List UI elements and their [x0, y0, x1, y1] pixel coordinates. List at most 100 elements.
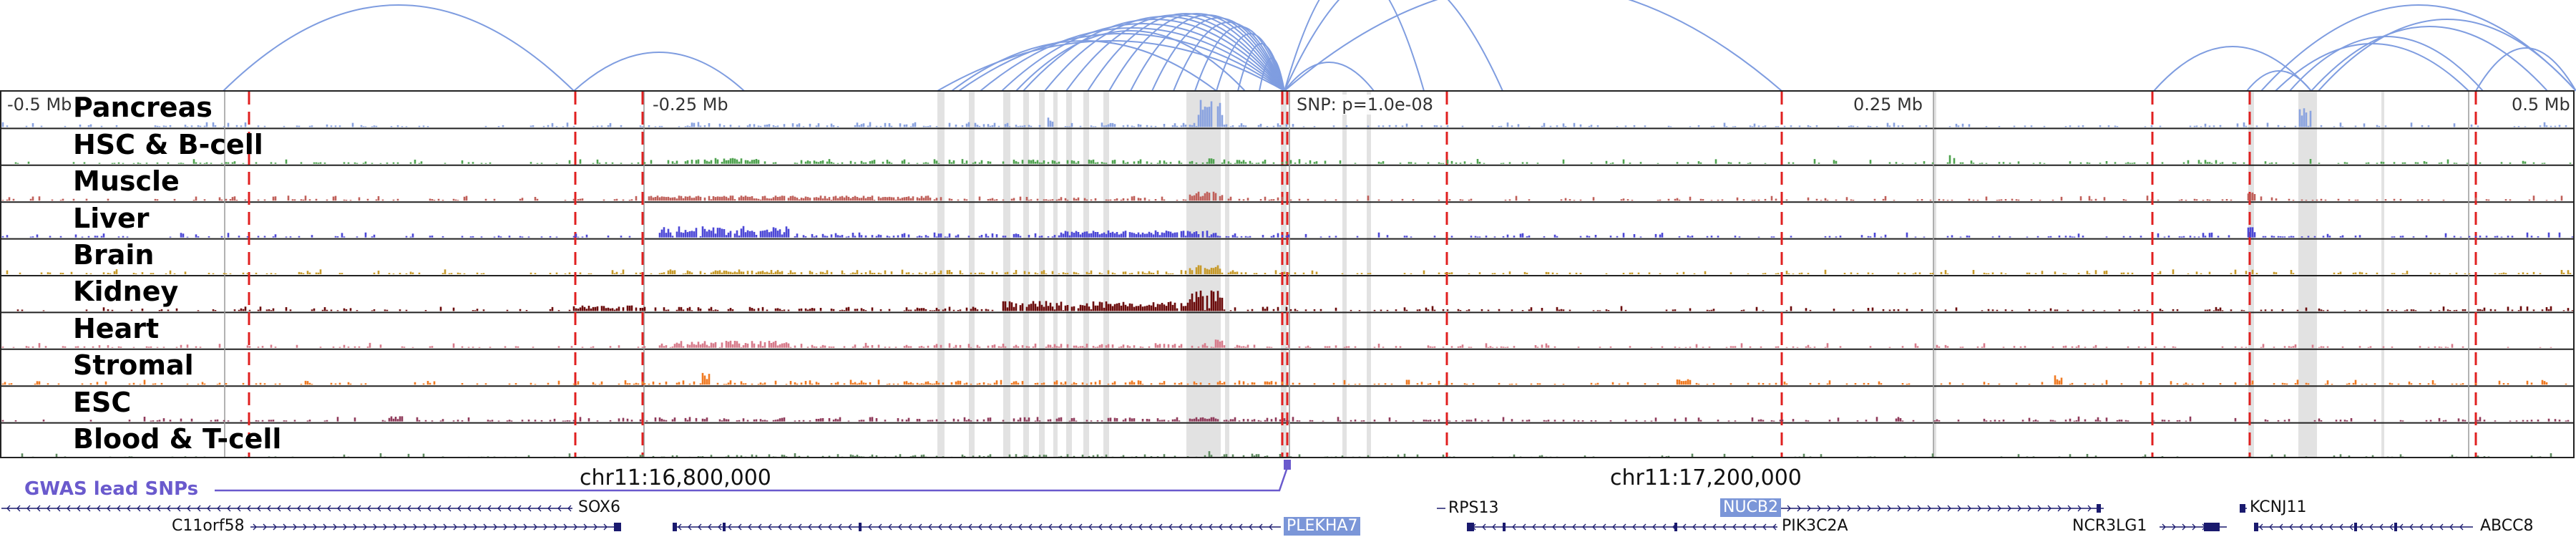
gene-track-ncr3lg1 — [2160, 523, 2227, 531]
gene-track-abcc8 — [2254, 523, 2473, 531]
coaccessibility-arc — [2311, 26, 2548, 92]
signal-track-3 — [1, 226, 2573, 238]
gene-plekha7: PLEKHA7 — [1284, 517, 1361, 536]
signal-track-7 — [1, 372, 2567, 385]
signal-bars — [1, 339, 2552, 348]
gene-kcnj11: KCNJ11 — [2250, 498, 2307, 516]
gwas-lead-snps-label: GWAS lead SNPs — [24, 478, 199, 500]
gene-track-kcnj11 — [2240, 504, 2247, 513]
gwas-lead-snp-marker — [1284, 460, 1291, 470]
track-label-kidney: Kidney — [73, 276, 179, 307]
exon — [1467, 523, 1474, 531]
coaccessibility-arc — [1130, 14, 1285, 92]
coaccessibility-arc — [1001, 23, 1285, 92]
coaccessibility-arcs — [223, 0, 2576, 92]
coaccessibility-arc — [1108, 13, 1285, 92]
highlight-band — [1225, 92, 1229, 457]
coaccessibility-arc — [223, 4, 575, 92]
signal-bars — [14, 155, 2572, 164]
signal-track-5 — [16, 290, 2573, 311]
signal-track-2 — [1, 191, 2563, 201]
coaccessibility-arc — [2246, 70, 2312, 92]
coaccessibility-arc — [573, 52, 745, 92]
coaccessibility-arc — [1015, 30, 1246, 92]
strand-arrows — [2259, 523, 2464, 531]
exon — [859, 523, 862, 531]
axis-label-minus-0-5mb: -0.5 Mb — [4, 95, 75, 115]
coaccessibility-arc — [1216, 33, 1285, 92]
exon — [2097, 504, 2101, 513]
signal-track-4 — [6, 265, 2572, 274]
strand-arrows — [678, 523, 1273, 531]
accessibility-tracks-panel: -0.5 Mb -0.25 Mb SNP: p=1.0e-08 0.25 Mb … — [0, 90, 2575, 458]
axis-label-0-5mb: 0.5 Mb — [2509, 95, 2573, 115]
highlight-band — [1933, 92, 1936, 457]
gene-track-nucb2 — [1775, 504, 2104, 513]
signal-bars — [1, 372, 2567, 385]
highlight-band — [1066, 92, 1072, 457]
axis-label-minus-0-25mb: -0.25 Mb — [650, 95, 731, 115]
gwas-connector-line — [215, 465, 1289, 492]
highlight-band — [1023, 92, 1029, 457]
signal-bars — [1, 100, 2567, 127]
coaccessibility-arc — [1194, 26, 1285, 92]
exon — [2354, 523, 2357, 531]
track-label-liver: Liver — [73, 203, 150, 234]
gene-c11orf58: C11orf58 — [172, 517, 245, 535]
signal-track-1 — [14, 155, 2572, 164]
gene-track-plekha7 — [673, 523, 1281, 531]
track-label-esc: ESC — [73, 387, 132, 418]
exon — [723, 523, 726, 531]
gene-rps13: RPS13 — [1448, 499, 1499, 517]
highlight-band — [2381, 92, 2384, 457]
coaccessibility-arc — [1151, 17, 1285, 92]
chr-coordinate-right: chr11:17,200,000 — [1610, 465, 1802, 490]
gene-annotation-canvas — [1, 460, 2473, 531]
gene-ncr3lg1: NCR3LG1 — [2072, 517, 2147, 535]
coaccessibility-arc — [2153, 46, 2312, 92]
gene-sox6: SOX6 — [578, 498, 620, 516]
exon — [1674, 523, 1677, 531]
coaccessibility-arc — [2289, 36, 2484, 92]
signal-track-6 — [1, 339, 2552, 348]
exon — [673, 523, 677, 531]
highlight-band — [1053, 92, 1058, 457]
coaccessibility-arc — [1044, 16, 1285, 92]
signal-track-8 — [1, 416, 2570, 422]
signal-bars — [1, 416, 2570, 422]
coaccessibility-arc — [2318, 19, 2576, 92]
signal-bars — [1, 191, 2563, 201]
highlight-band — [1103, 92, 1109, 457]
gene-nucb2: NUCB2 — [1720, 498, 1782, 517]
coaccessibility-arc — [1284, 62, 1375, 92]
axis-label-0-25mb: 0.25 Mb — [1850, 95, 1926, 115]
exon — [1503, 523, 1506, 531]
track-label-stromal: Stromal — [73, 349, 194, 381]
gene-track-sox6 — [1, 505, 572, 512]
gene-abcc8: ABCC8 — [2480, 517, 2534, 535]
coaccessibility-arc — [2475, 47, 2576, 92]
signal-track-0 — [1, 100, 2567, 127]
strand-arrows — [2162, 523, 2216, 531]
coaccessibility-arc — [1259, 57, 1285, 92]
exon — [614, 523, 621, 531]
track-label-muscle: Muscle — [73, 165, 180, 197]
track-label-hsc-b-cell: HSC & B-cell — [73, 129, 263, 160]
exon — [2394, 523, 2397, 531]
signal-bars — [16, 290, 2573, 311]
exon — [2254, 523, 2258, 531]
coaccessibility-arc — [1087, 13, 1285, 92]
signal-bars — [1, 226, 2573, 238]
signal-bars — [6, 265, 2572, 274]
track-label-brain: Brain — [73, 239, 155, 271]
coaccessibility-arc — [1237, 43, 1285, 92]
gene-pik3c2a: PIK3C2A — [1782, 517, 1848, 535]
coaccessibility-arc — [1284, 0, 1782, 92]
snp-pvalue-label: SNP: p=1.0e-08 — [1294, 95, 1436, 115]
track-label-pancreas: Pancreas — [73, 92, 213, 123]
coaccessibility-arc — [980, 27, 1285, 92]
gene-track-c11orf58 — [250, 523, 621, 531]
exon — [2240, 504, 2245, 513]
gene-track-pik3c2a — [1467, 523, 1777, 531]
tracks-canvas — [1, 92, 2573, 457]
